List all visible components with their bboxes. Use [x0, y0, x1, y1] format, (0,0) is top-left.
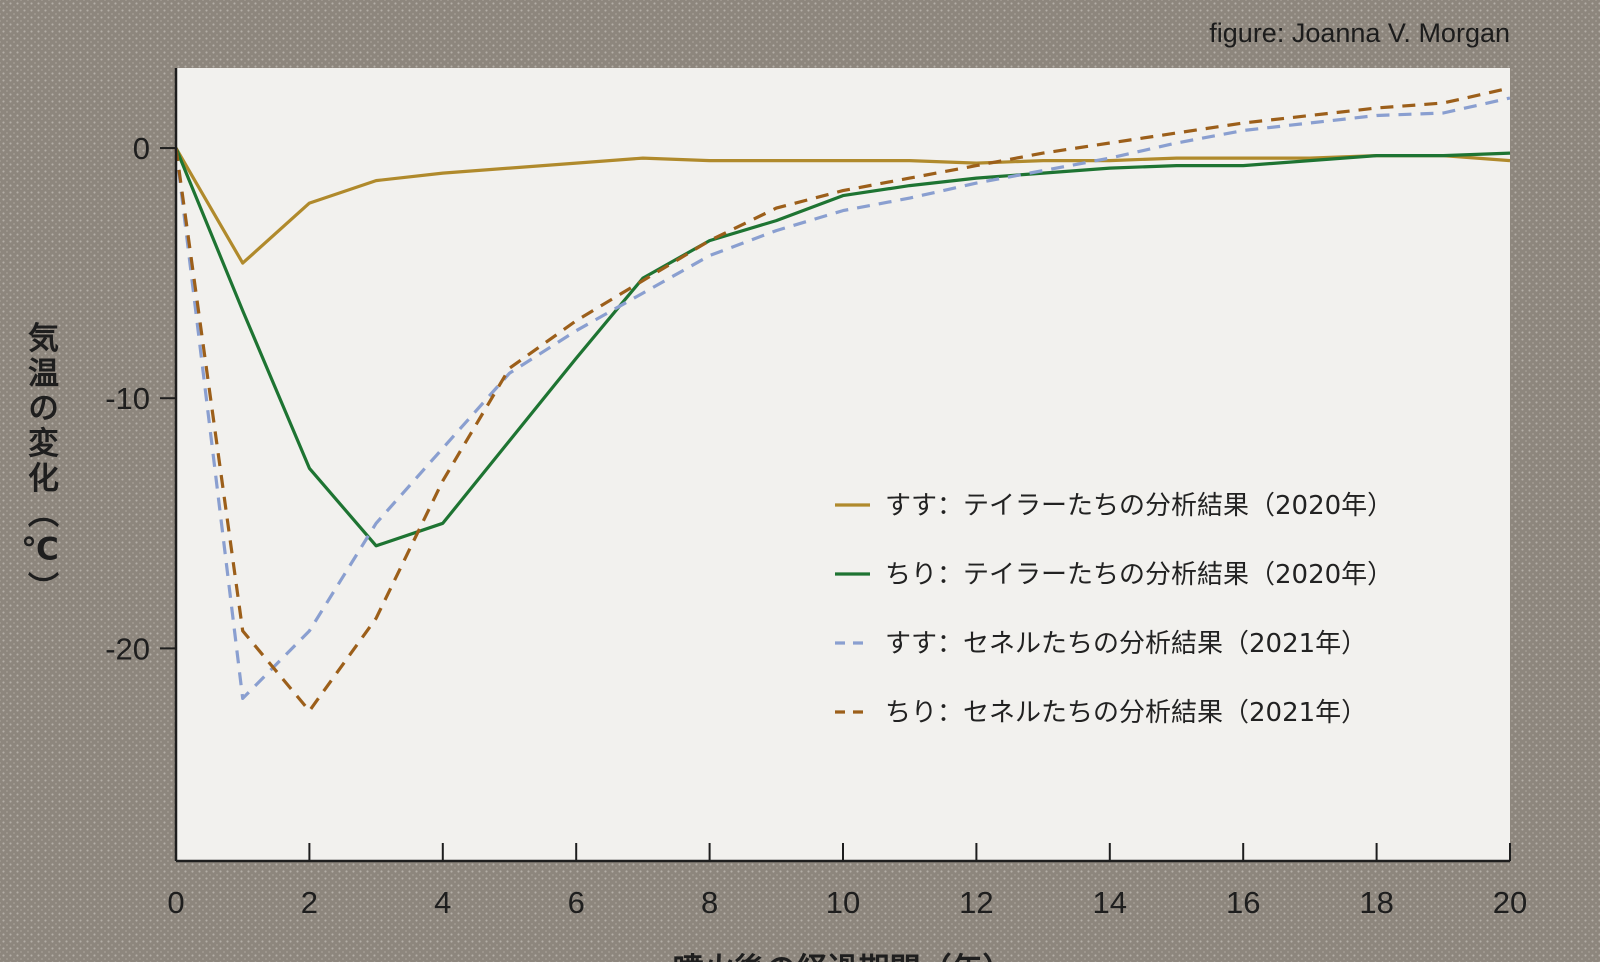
y-axis-label: 気温の変化（℃）: [22, 322, 59, 607]
axes: 0 2 4 6 8 10 12 14 16 18 20 0 -10 -20: [105, 68, 1527, 920]
y-tick-label: 0: [133, 131, 150, 166]
x-tick-label: 16: [1226, 885, 1260, 920]
x-tick-label: 6: [568, 885, 585, 920]
series-line-4: [174, 86, 1511, 713]
x-tick-label: 2: [301, 885, 318, 920]
series-line-3: [174, 96, 1511, 701]
figure-credit: figure: Joanna V. Morgan: [1209, 18, 1510, 48]
y-tick-label: -10: [105, 381, 150, 416]
series-layer: [174, 86, 1511, 713]
legend-label-1: すす：テイラーたちの分析結果（2020年）: [885, 491, 1393, 521]
series-line-2: [174, 147, 1511, 548]
x-tick-label: 0: [167, 885, 184, 920]
plot-area: [176, 68, 1510, 861]
legend-label-3: すす：セネルたちの分析結果（2021年）: [885, 629, 1367, 659]
x-tick-label: 4: [434, 885, 451, 920]
x-tick-label: 14: [1093, 885, 1127, 920]
legend-label-2: ちり：テイラーたちの分析結果（2020年）: [885, 560, 1393, 590]
x-tick-label: 20: [1493, 885, 1527, 920]
x-tick-label: 8: [701, 885, 718, 920]
x-tick-label: 10: [826, 885, 860, 920]
series-line-1: [174, 147, 1511, 265]
y-tick-label: -20: [105, 631, 150, 666]
legend-label-4: ちり：セネルたちの分析結果（2021年）: [885, 698, 1367, 728]
legend: すす：テイラーたちの分析結果（2020年） ちり：テイラーたちの分析結果（2020…: [835, 491, 1393, 728]
x-tick-label: 18: [1359, 885, 1393, 920]
x-axis-label: 噴火後の経過期間（年）: [673, 952, 1014, 962]
x-tick-label: 12: [959, 885, 993, 920]
